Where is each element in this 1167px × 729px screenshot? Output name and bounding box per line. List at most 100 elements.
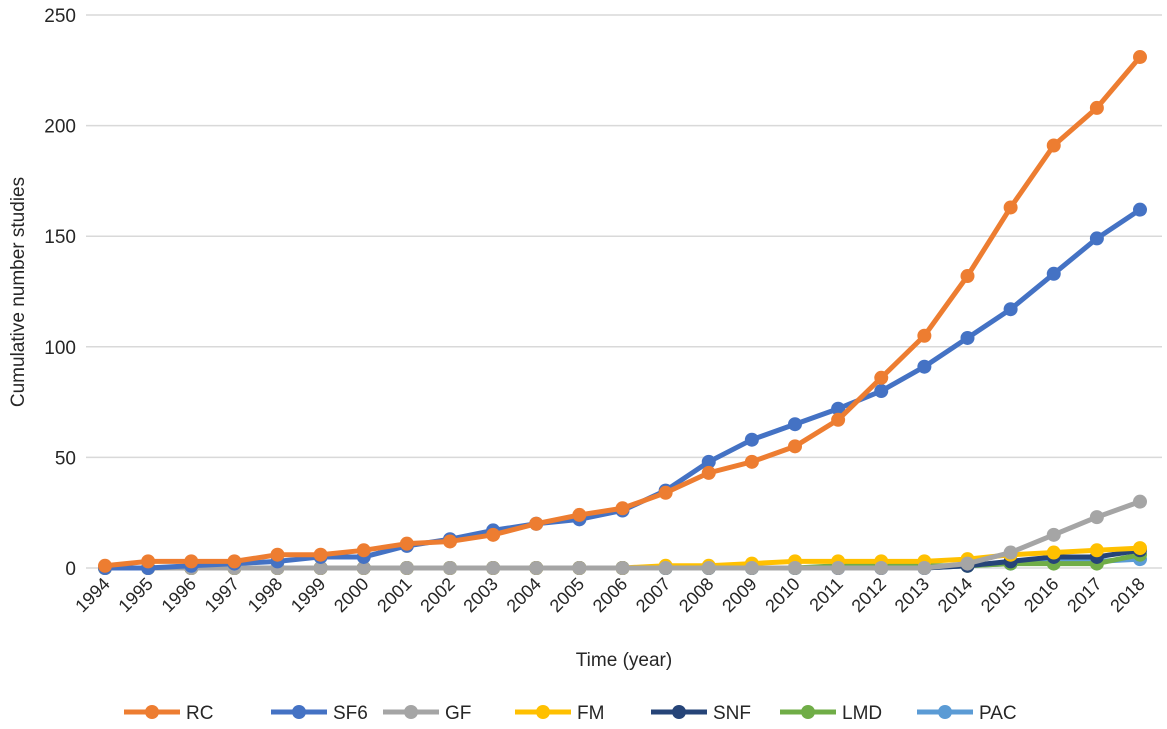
- data-point: [658, 561, 673, 575]
- data-point: [1046, 527, 1061, 542]
- x-axis-ticks: 1994 1995 1996 1997 1998 1999 2000 2001 2002 2003…: [71, 574, 1148, 616]
- legend-marker: [145, 705, 159, 719]
- x-tick-label: 2017: [1063, 574, 1105, 616]
- x-tick-label: 2012: [848, 574, 890, 616]
- y-axis-ticks: 0 50 100 150 200 250: [44, 6, 76, 580]
- data-point: [874, 370, 889, 385]
- legend-marker: [672, 705, 686, 719]
- series-line: [102, 54, 1143, 569]
- data-point: [1046, 138, 1061, 153]
- legend-marker: [938, 705, 952, 719]
- y-tick-label: 100: [44, 338, 76, 359]
- series-sf6: [98, 202, 1147, 575]
- data-point: [744, 454, 759, 469]
- data-point: [529, 561, 544, 575]
- series-rc: [98, 50, 1147, 573]
- y-axis-title: Cumulative number studies: [8, 177, 29, 407]
- gridlines: [86, 14, 1162, 569]
- x-tick-label: 2000: [330, 574, 372, 616]
- x-tick-label: 1997: [201, 574, 243, 616]
- x-tick-label: 2004: [503, 574, 545, 616]
- x-tick-label: 2018: [1106, 574, 1148, 616]
- data-point: [1089, 231, 1104, 246]
- data-point: [1003, 200, 1018, 215]
- legend-marker: [292, 705, 306, 719]
- data-point: [831, 412, 846, 427]
- x-tick-label: 2006: [589, 574, 631, 616]
- data-point: [313, 547, 328, 562]
- x-tick-label: 2003: [459, 574, 501, 616]
- legend-label: SNF: [713, 703, 751, 724]
- legend-item-sf6: SF6: [271, 703, 368, 724]
- data-point: [615, 501, 630, 516]
- data-point: [141, 554, 156, 569]
- x-tick-label: 2011: [805, 574, 847, 616]
- legend-item-snf: SNF: [651, 703, 751, 724]
- x-tick-label: 1995: [114, 574, 156, 616]
- data-point: [701, 561, 716, 575]
- data-point: [831, 561, 846, 575]
- y-tick-label: 50: [55, 448, 76, 469]
- data-point: [917, 561, 932, 575]
- x-tick-label: 2008: [675, 574, 717, 616]
- legend-item-lmd: LMD: [780, 703, 882, 724]
- legend-marker: [404, 705, 418, 719]
- data-point: [788, 439, 802, 454]
- x-tick-label: 2014: [934, 574, 976, 616]
- x-tick-label: 2005: [546, 574, 588, 616]
- legend-marker: [536, 705, 550, 719]
- legend-item-pac: PAC: [917, 703, 1017, 724]
- data-point: [443, 561, 457, 575]
- data-point: [917, 359, 932, 374]
- x-tick-label: 1998: [244, 574, 286, 616]
- legend-label: RC: [186, 703, 213, 724]
- data-point: [960, 556, 975, 571]
- x-tick-label: 2016: [1020, 574, 1062, 616]
- legend: RC SF6 GF FM SNF LMD PAC: [124, 703, 1017, 724]
- legend-item-gf: GF: [383, 703, 471, 724]
- data-point: [399, 561, 414, 575]
- data-point: [1133, 541, 1147, 556]
- data-point: [1089, 543, 1104, 558]
- legend-item-fm: FM: [515, 703, 604, 724]
- data-point: [658, 485, 673, 500]
- data-point: [615, 561, 630, 575]
- x-tick-label: 2001: [373, 574, 415, 616]
- data-point: [874, 561, 889, 575]
- data-point: [486, 527, 501, 542]
- data-point: [701, 465, 716, 480]
- data-point: [529, 516, 544, 531]
- x-tick-label: 2009: [718, 574, 760, 616]
- y-tick-label: 150: [44, 227, 76, 248]
- data-point: [270, 547, 285, 562]
- legend-label: GF: [445, 703, 471, 724]
- data-point: [1133, 494, 1147, 509]
- data-point: [1003, 545, 1018, 560]
- legend-item-rc: RC: [124, 703, 213, 724]
- data-point: [874, 384, 889, 399]
- data-point: [1003, 302, 1018, 317]
- y-tick-label: 200: [44, 117, 76, 138]
- legend-marker: [801, 705, 815, 719]
- data-point: [356, 543, 371, 558]
- data-point: [98, 558, 112, 573]
- x-tick-label: 2010: [761, 574, 803, 616]
- x-tick-label: 1999: [287, 574, 329, 616]
- x-tick-label: 1994: [71, 574, 113, 616]
- data-point: [701, 454, 716, 469]
- data-point: [572, 507, 587, 522]
- data-point: [1089, 100, 1104, 115]
- data-point: [1089, 510, 1104, 525]
- x-tick-label: 2015: [977, 574, 1019, 616]
- data-point: [960, 330, 975, 345]
- x-axis-title: Time (year): [576, 650, 672, 671]
- data-point: [1046, 266, 1061, 281]
- data-point: [356, 561, 371, 575]
- x-tick-label: 2002: [416, 574, 458, 616]
- data-point: [788, 417, 802, 432]
- x-tick-label: 2007: [632, 574, 674, 616]
- data-point: [486, 561, 501, 575]
- legend-label: LMD: [842, 703, 882, 724]
- data-point: [399, 536, 414, 551]
